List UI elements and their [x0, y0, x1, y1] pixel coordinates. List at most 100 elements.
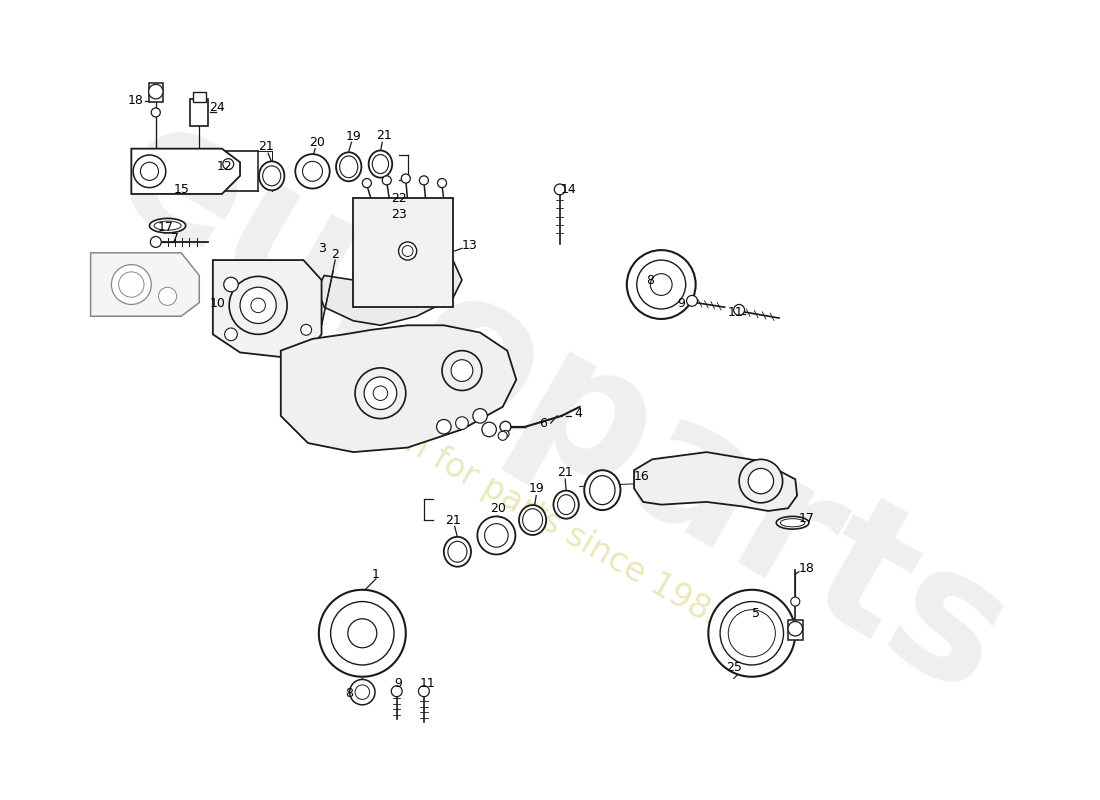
- Text: 14: 14: [561, 183, 576, 196]
- Circle shape: [119, 272, 144, 298]
- Circle shape: [350, 679, 375, 705]
- Circle shape: [223, 158, 233, 170]
- Text: 20: 20: [309, 136, 324, 149]
- Polygon shape: [213, 260, 321, 357]
- Circle shape: [442, 350, 482, 390]
- Circle shape: [708, 590, 795, 677]
- Polygon shape: [280, 326, 516, 452]
- Circle shape: [133, 155, 166, 188]
- Circle shape: [364, 377, 397, 410]
- Circle shape: [500, 422, 510, 432]
- Circle shape: [403, 246, 412, 257]
- Circle shape: [734, 305, 745, 315]
- Text: europarts: europarts: [86, 81, 1037, 733]
- Circle shape: [482, 422, 496, 437]
- Ellipse shape: [154, 221, 182, 230]
- Bar: [788, 620, 803, 640]
- Circle shape: [151, 237, 162, 247]
- Text: 17: 17: [799, 512, 814, 525]
- Ellipse shape: [448, 542, 466, 562]
- Ellipse shape: [263, 166, 280, 186]
- Bar: [353, 198, 453, 307]
- Ellipse shape: [519, 505, 547, 535]
- Text: 16: 16: [634, 470, 649, 483]
- Ellipse shape: [336, 152, 362, 182]
- Circle shape: [111, 265, 152, 305]
- Circle shape: [402, 174, 410, 183]
- Circle shape: [437, 419, 451, 434]
- Circle shape: [152, 108, 161, 117]
- Text: 8: 8: [647, 274, 654, 286]
- Ellipse shape: [372, 154, 388, 174]
- Ellipse shape: [777, 517, 808, 529]
- Text: 23: 23: [390, 208, 406, 222]
- Polygon shape: [317, 253, 462, 326]
- Text: 22: 22: [390, 192, 406, 205]
- Text: 19: 19: [528, 482, 544, 495]
- Circle shape: [451, 360, 473, 382]
- Circle shape: [728, 610, 776, 657]
- Circle shape: [229, 276, 287, 334]
- Circle shape: [637, 260, 685, 309]
- Text: 19: 19: [345, 130, 361, 143]
- Polygon shape: [131, 149, 240, 194]
- Circle shape: [554, 184, 565, 195]
- Circle shape: [373, 386, 387, 401]
- Circle shape: [355, 685, 370, 699]
- Text: 24: 24: [209, 102, 226, 114]
- Circle shape: [158, 287, 177, 306]
- Ellipse shape: [584, 470, 620, 510]
- Circle shape: [240, 287, 276, 323]
- Circle shape: [223, 278, 239, 292]
- Ellipse shape: [368, 150, 393, 178]
- Text: 13: 13: [461, 239, 477, 252]
- Circle shape: [477, 517, 516, 554]
- Text: 12: 12: [217, 160, 232, 174]
- Ellipse shape: [553, 490, 579, 518]
- Text: 7: 7: [170, 232, 179, 245]
- Circle shape: [720, 602, 783, 665]
- Circle shape: [348, 618, 377, 648]
- Ellipse shape: [340, 156, 358, 178]
- Circle shape: [419, 176, 428, 185]
- Circle shape: [473, 409, 487, 423]
- Circle shape: [382, 176, 392, 185]
- Circle shape: [398, 242, 417, 260]
- Circle shape: [502, 430, 509, 438]
- Text: 1: 1: [372, 568, 379, 581]
- Circle shape: [224, 328, 238, 341]
- Text: 18: 18: [128, 94, 144, 107]
- Text: 25: 25: [726, 661, 741, 674]
- Circle shape: [737, 618, 767, 648]
- Circle shape: [251, 298, 265, 313]
- Circle shape: [355, 368, 406, 418]
- Text: 6: 6: [539, 417, 548, 430]
- Text: 8: 8: [344, 687, 353, 701]
- Text: 5: 5: [752, 607, 760, 620]
- Text: 10: 10: [209, 297, 226, 310]
- Circle shape: [295, 154, 330, 189]
- Text: 3: 3: [318, 242, 326, 255]
- Circle shape: [455, 417, 469, 430]
- Circle shape: [331, 602, 394, 665]
- Text: 18: 18: [799, 562, 814, 574]
- Text: 11: 11: [727, 306, 744, 319]
- Text: 2: 2: [331, 248, 339, 261]
- Text: 20: 20: [491, 502, 506, 514]
- Circle shape: [498, 431, 507, 440]
- Text: a passion for parts since 1985: a passion for parts since 1985: [280, 357, 734, 638]
- Polygon shape: [90, 253, 199, 316]
- Circle shape: [300, 324, 311, 335]
- Circle shape: [418, 686, 429, 697]
- Circle shape: [791, 597, 800, 606]
- Text: 9: 9: [678, 297, 685, 310]
- Circle shape: [148, 84, 163, 99]
- Text: 21: 21: [446, 514, 461, 526]
- Bar: [148, 82, 163, 102]
- Text: 21: 21: [258, 140, 274, 154]
- Text: 21: 21: [558, 466, 573, 478]
- Ellipse shape: [558, 494, 574, 514]
- Circle shape: [748, 469, 773, 494]
- Circle shape: [319, 590, 406, 677]
- Text: 17: 17: [157, 221, 174, 234]
